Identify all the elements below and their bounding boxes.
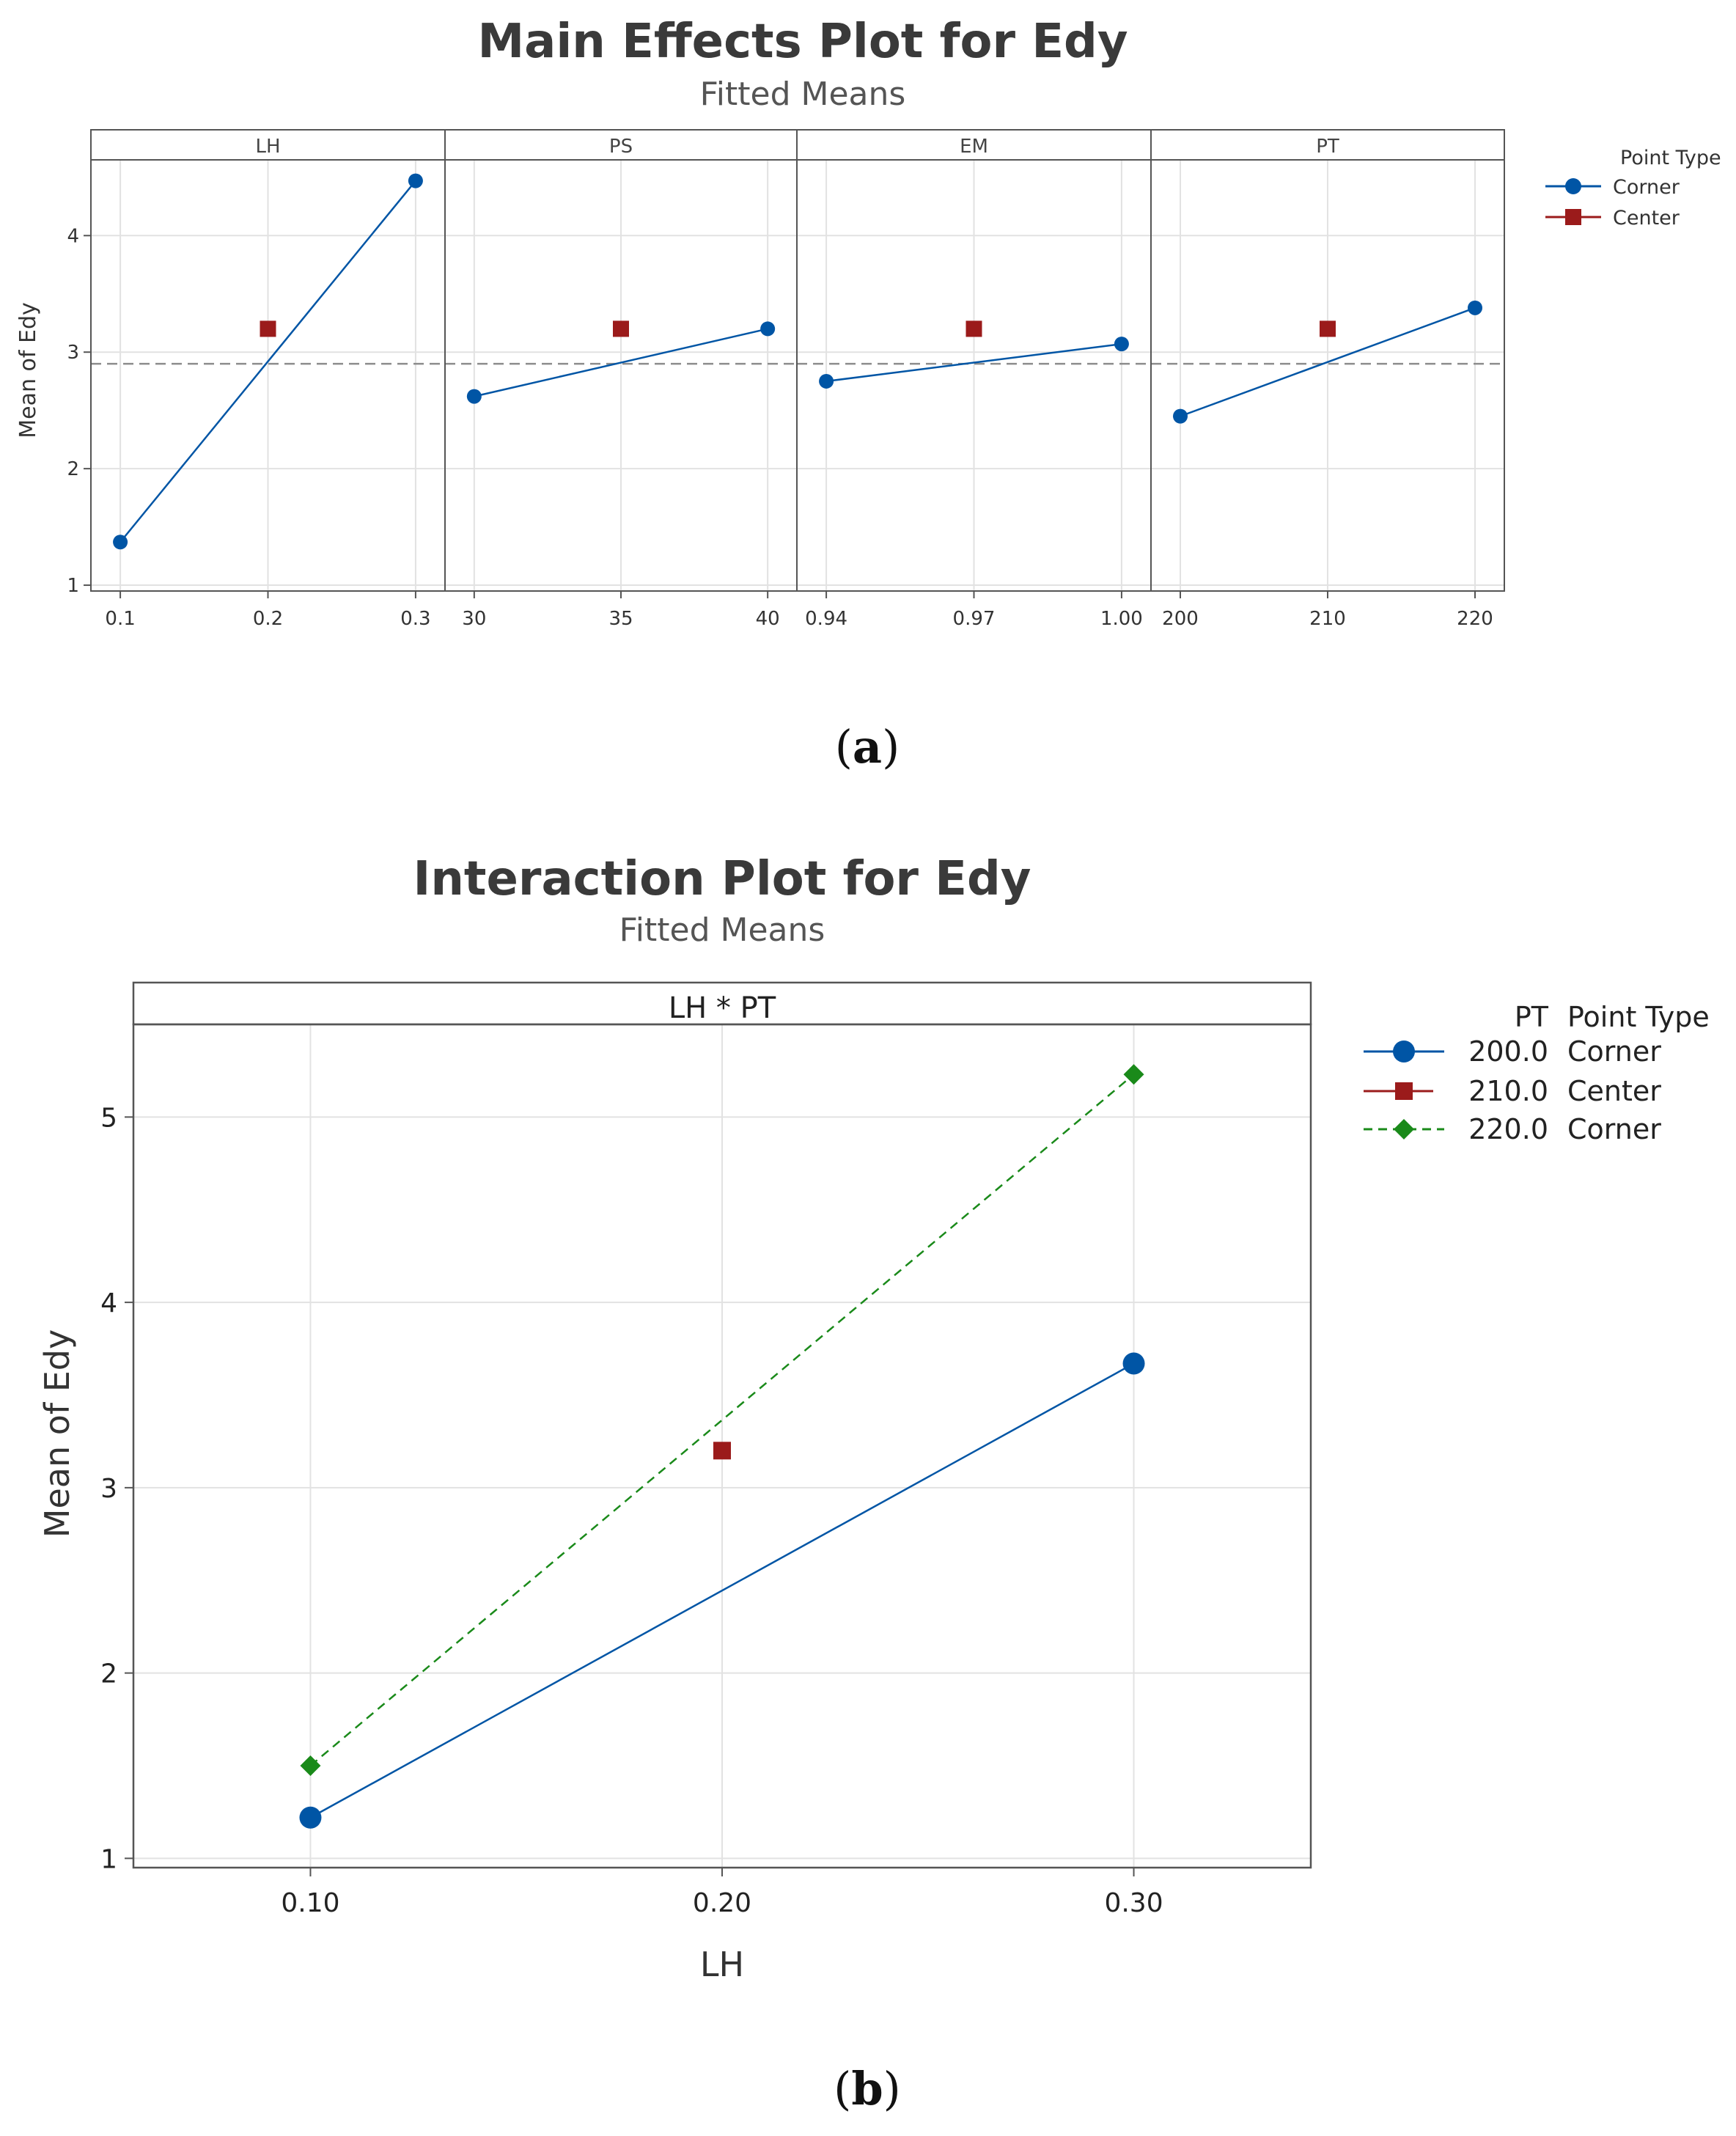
chart-a-corner-point: [760, 321, 776, 337]
chart-b-legend-220-type: Corner: [1567, 1113, 1661, 1145]
chart-a-corner-point: [819, 373, 834, 389]
chart-b-ticks: 1 2 3 4 5 0.10 0.20 0.30: [100, 1103, 1163, 1918]
chart-a-x-tick-label: 35: [608, 608, 633, 630]
chart-b-x-tick-label: 0.30: [1104, 1888, 1163, 1918]
chart-b-y-tick-label: 3: [100, 1474, 117, 1504]
chart-b-title: Interaction Plot for Edy: [413, 852, 1031, 906]
chart-a-x-tick-label: 0.97: [953, 608, 996, 630]
chart-a-corner-point: [1173, 408, 1188, 424]
chart-b-legend-210-pt: 210.0: [1468, 1075, 1548, 1107]
chart-a-x-tick-label: 1.00: [1100, 608, 1143, 630]
chart-a-x-tick-label: 220: [1457, 608, 1493, 630]
chart-b-y-axis-label: Mean of Edy: [37, 1329, 77, 1538]
chart-b-grid: [133, 1024, 1311, 1868]
chart-b-panel-label: LH * PT: [669, 991, 776, 1025]
chart-a-corner-line: [825, 342, 1122, 383]
chart-a-x-tick-label: 40: [756, 608, 780, 630]
chart-a-legend-center-marker: [1565, 209, 1581, 225]
chart-a-grid: [91, 160, 1504, 591]
chart-a-legend-corner-label: Corner: [1613, 176, 1680, 199]
chart-a-legend-title: Point Type: [1620, 147, 1721, 169]
chart-a-ticks: 0.1 0.2 0.3 30 35 40 0.94 0.97 1.00 200 210 220 1 2 3 4: [67, 225, 1493, 630]
chart-a-frames: LH PS EM PT: [90, 129, 1505, 592]
chart-a-caption-letter: a: [853, 720, 882, 774]
chart-b-caption-letter: b: [851, 2062, 883, 2115]
chart-a-y-tick-label: 1: [67, 575, 79, 597]
chart-b-series-2-point: [1123, 1064, 1144, 1085]
chart-a-panel-label: LH: [255, 136, 280, 158]
chart-b-y-tick-label: 4: [100, 1288, 117, 1318]
chart-a-x-tick-label: 0.94: [805, 608, 847, 630]
chart-b-legend-200-marker: [1393, 1041, 1415, 1063]
chart-b-subtitle: Fitted Means: [619, 911, 825, 949]
chart-a-corner-point: [1114, 337, 1129, 352]
chart-a-panel-label: PS: [609, 136, 633, 158]
chart-a-center-point: [966, 320, 982, 337]
chart-a-caption: (a): [835, 720, 900, 774]
chart-b-legend-200-pt: 200.0: [1468, 1035, 1548, 1068]
chart-b-marks: [299, 1064, 1145, 1829]
chart-a-legend-center-label: Center: [1613, 207, 1680, 230]
chart-b-legend-200-type: Corner: [1567, 1035, 1661, 1068]
chart-a-corner-point: [408, 173, 423, 188]
chart-a-x-tick-label: 200: [1162, 608, 1199, 630]
chart-b-x-axis-label: LH: [700, 1945, 744, 1984]
chart-a-y-axis-label: Mean of Edy: [15, 302, 41, 438]
chart-a-corner-point: [466, 389, 482, 404]
chart-b-y-tick-label: 5: [100, 1103, 117, 1133]
chart-b-series-0-line: [309, 1362, 1135, 1818]
chart-a-y-tick-label: 4: [67, 225, 79, 247]
chart-b-series-0-point: [299, 1806, 322, 1829]
chart-b-legend-220-pt: 220.0: [1468, 1113, 1548, 1145]
chart-b-series-2-line: [309, 1073, 1135, 1766]
chart-b-legend: PT Point Type 200.0 Corner 210.0 Center …: [1364, 1001, 1710, 1145]
chart-a-y-tick-label: 3: [67, 342, 79, 364]
chart-a-corner-line: [474, 328, 768, 397]
chart-a-center-point: [260, 320, 276, 337]
chart-a-x-tick-label: 30: [462, 608, 486, 630]
chart-a-center-point: [613, 320, 629, 337]
chart-a-y-tick-label: 2: [67, 458, 79, 480]
chart-b-x-tick-label: 0.20: [693, 1888, 751, 1918]
chart-b-series-0-point: [1122, 1352, 1145, 1375]
chart-a-corner-line: [119, 180, 416, 543]
chart-a-x-tick-label: 0.3: [400, 608, 430, 630]
chart-b-series-2-point: [300, 1755, 321, 1776]
chart-a-subtitle: Fitted Means: [700, 76, 906, 113]
chart-b-y-tick-label: 2: [100, 1659, 117, 1689]
chart-b-legend-210-marker: [1395, 1082, 1413, 1100]
chart-a-corner-line: [1180, 307, 1476, 417]
chart-a-panel-label: EM: [960, 136, 988, 158]
chart-a-panel-label: PT: [1316, 136, 1339, 158]
chart-a-corner-point: [113, 535, 128, 550]
chart-a-x-tick-label: 0.1: [105, 608, 135, 630]
chart-a-corner-point: [1467, 300, 1482, 315]
chart-b-legend-220-marker: [1394, 1119, 1414, 1139]
chart-a-title: Main Effects Plot for Edy: [477, 15, 1128, 69]
chart-b-caption: (b): [834, 2062, 901, 2115]
chart-a-legend: Point Type Corner Center: [1545, 147, 1721, 230]
chart-b-series-1-point: [713, 1442, 731, 1460]
chart-b-y-tick-label: 1: [100, 1844, 117, 1874]
chart-a-panel-strip: [90, 129, 446, 161]
chart-a-center-point: [1320, 320, 1336, 337]
chart-b-x-tick-label: 0.10: [281, 1888, 339, 1918]
chart-a-legend-corner-marker: [1565, 178, 1581, 194]
chart-a-marks: [113, 173, 1482, 550]
chart-a-x-tick-label: 210: [1309, 608, 1346, 630]
chart-a-x-tick-label: 0.2: [253, 608, 283, 630]
chart-a-panel-strip: [1150, 129, 1505, 161]
chart-b-legend-210-type: Center: [1567, 1075, 1661, 1107]
chart-b-legend-header-pt: PT: [1515, 1001, 1549, 1033]
chart-b-legend-header-type: Point Type: [1567, 1001, 1710, 1033]
